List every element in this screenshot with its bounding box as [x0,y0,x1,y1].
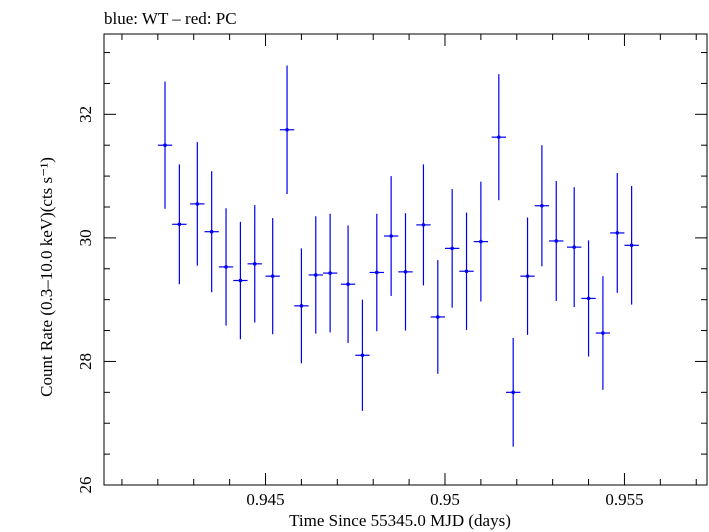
chart-title: blue: WT – red: PC [104,9,237,28]
x-tick-label: 0.95 [430,490,460,509]
data-point [398,213,413,331]
point-marker [374,270,379,275]
data-point [218,208,234,326]
data-point [247,205,262,323]
data-point [340,225,356,343]
y-tick-label: 32 [76,106,95,123]
data-point [369,213,384,332]
data-point [190,142,205,266]
data-point [624,185,639,305]
data-point [355,299,370,411]
data-point [491,74,506,201]
point-marker [209,229,214,234]
point-marker [238,278,243,283]
data-point [322,213,338,333]
point-marker [436,315,440,319]
point-marker [360,353,365,358]
data-point [172,164,187,285]
point-marker [403,270,408,274]
data-point [506,337,521,447]
point-marker [285,127,289,132]
data-point [473,181,489,302]
point-marker [299,304,304,308]
data-point [204,171,219,293]
data-points [157,65,639,447]
data-point [567,187,582,308]
point-marker [195,202,200,206]
point-marker [629,243,634,248]
data-point [581,240,596,357]
point-marker [497,135,501,139]
point-marker [554,239,559,243]
point-marker [389,234,393,238]
data-point [308,216,323,334]
x-tick-label: 0.945 [246,490,284,509]
data-point [610,173,625,293]
point-marker [163,143,167,148]
point-marker [224,265,228,269]
plot-frame [103,33,708,486]
x-axis-label: Time Since 55345.0 MJD (days) [289,511,511,530]
point-marker [601,331,605,335]
point-marker [421,223,426,227]
point-marker [525,274,530,278]
point-marker [615,231,620,235]
y-tick-label: 26 [76,477,95,494]
y-tick-label: 28 [76,353,95,370]
point-marker [450,246,454,251]
data-point [520,217,535,335]
point-marker [328,271,332,275]
point-marker [177,222,182,227]
data-point [534,145,550,267]
data-point [459,212,474,330]
data-point [595,276,611,390]
y-axis-label: Count Rate (0.3–10.0 keV)(cts s⁻¹) [37,157,56,397]
point-marker [252,262,257,266]
y-axis-ticks: 26 28 30 32 [76,52,707,494]
point-marker [540,203,544,208]
data-point [294,248,309,364]
point-marker [572,245,576,249]
data-point [279,65,295,195]
data-point [416,164,431,286]
point-marker [586,296,591,301]
point-marker [346,282,350,287]
point-marker [464,269,469,274]
data-point [265,218,280,335]
data-point [383,176,399,296]
y-tick-label: 30 [76,229,95,246]
data-point [157,81,173,209]
point-marker [479,239,483,244]
data-point [430,260,445,374]
x-axis-ticks: 0.945 0.95 0.955 [121,34,697,509]
data-point [549,181,564,301]
point-marker [313,273,318,277]
data-point [233,221,248,340]
point-marker [270,274,275,278]
data-point [444,189,460,308]
x-tick-label: 0.955 [605,490,643,509]
point-marker [511,390,515,395]
